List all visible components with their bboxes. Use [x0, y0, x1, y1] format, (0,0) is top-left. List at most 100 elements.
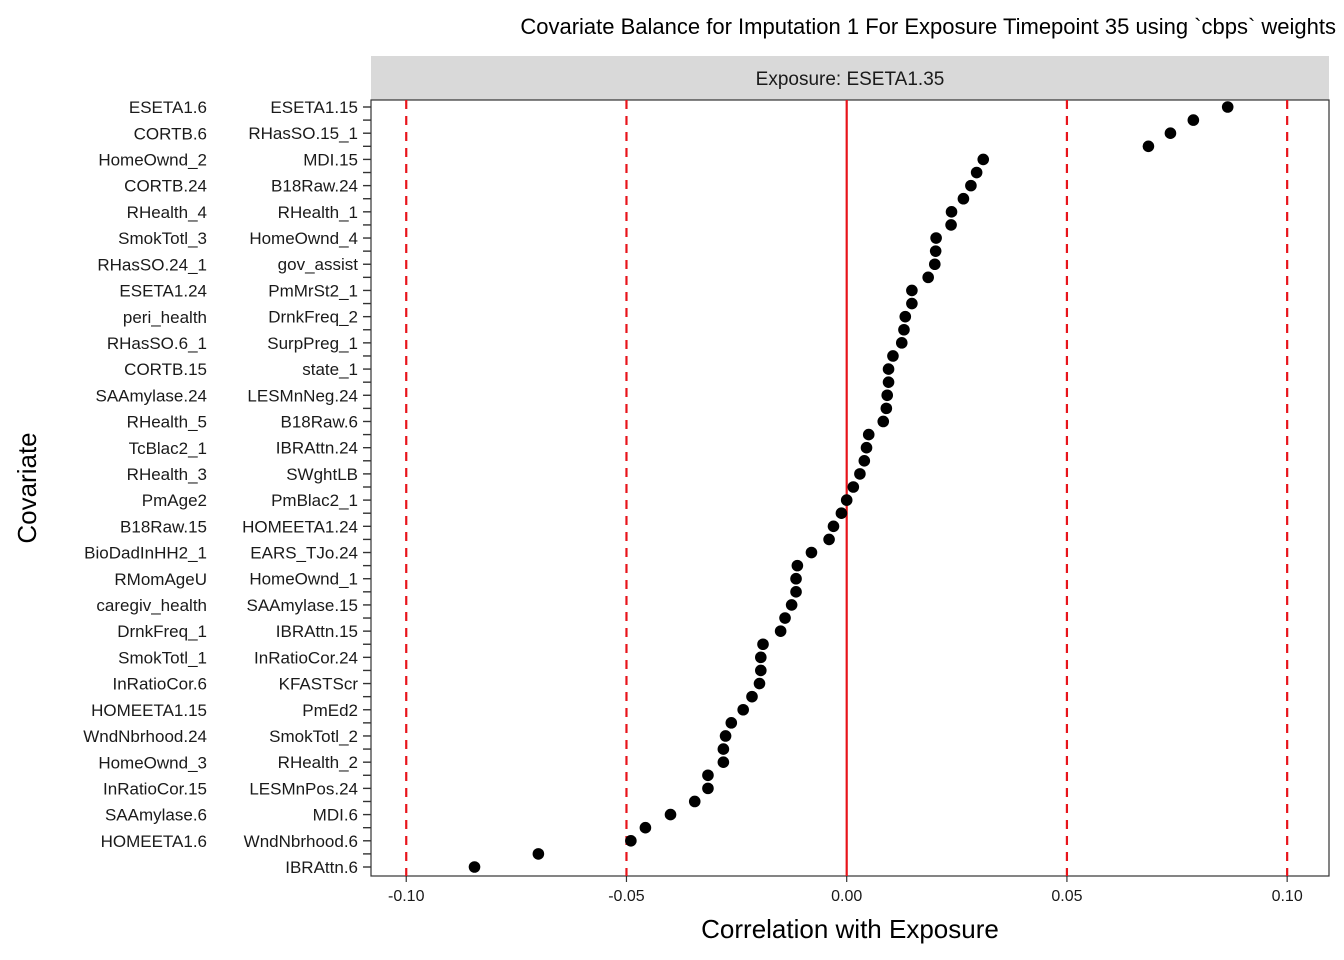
data-point [779, 612, 791, 624]
y-tick-label: B18Raw.24 [271, 177, 358, 196]
data-point [791, 559, 804, 572]
data-point [877, 415, 890, 428]
y-tick-label: HomeOwnd_1 [249, 570, 358, 589]
data-point [717, 743, 730, 755]
data-point [625, 834, 637, 847]
y-tick-label: PmBlac2_1 [271, 491, 358, 510]
x-tick-label: 0.05 [1051, 888, 1082, 905]
data-point [532, 848, 545, 860]
y-tick-label: CORTB.6 [134, 124, 207, 143]
data-point [746, 690, 758, 703]
data-point [930, 232, 942, 244]
facet-strip [371, 56, 1329, 100]
y-tick-label: LESMnPos.24 [249, 779, 358, 798]
y-tick-label: InRatioCor.24 [254, 648, 358, 667]
data-point [1221, 101, 1234, 113]
y-tick-label: SmokTotl_3 [118, 229, 207, 248]
data-point [970, 166, 983, 179]
y-tick-label: PmEd2 [302, 701, 358, 720]
y-tick-label: WndNbrhood.24 [83, 727, 207, 746]
y-tick-label: MDI.6 [313, 806, 358, 825]
data-point [702, 769, 714, 782]
data-point [906, 297, 918, 310]
y-tick-label: state_1 [302, 360, 358, 379]
y-tick-label: HomeOwnd_3 [98, 753, 207, 772]
data-point [1187, 114, 1200, 126]
x-tick-label: 0.10 [1272, 888, 1303, 905]
data-point [823, 533, 835, 546]
plot-panel-border [370, 99, 1330, 877]
y-tick-label: RHealth_5 [127, 413, 207, 432]
y-tick-label: KFASTScr [279, 675, 359, 694]
y-tick-label: CORTB.15 [124, 360, 207, 379]
data-point [827, 520, 840, 533]
data-point [928, 258, 941, 271]
y-tick-label: EARS_TJo.24 [250, 544, 358, 563]
data-point [785, 599, 798, 611]
y-tick-label: DrnkFreq_2 [268, 308, 358, 327]
y-tick-label: SAAmylase.24 [96, 386, 208, 405]
y-tick-label: IBRAttn.15 [276, 622, 358, 641]
data-point [790, 586, 802, 598]
data-point [860, 441, 873, 454]
y-tick-label: RHealth_1 [278, 203, 358, 222]
x-tick-label: -0.10 [388, 888, 425, 905]
data-point [639, 821, 652, 834]
y-tick-label: PmMrSt2_1 [268, 281, 358, 300]
y-tick-label: HOMEETA1.6 [101, 832, 207, 851]
data-point [757, 638, 769, 651]
y-tick-label: RMomAgeU [114, 570, 207, 589]
y-tick-label: BioDadInHH2_1 [84, 544, 207, 563]
data-point [882, 363, 895, 375]
data-point [881, 389, 894, 402]
y-tick-label: RHasSO.6_1 [107, 334, 207, 353]
y-tick-label: RHealth_3 [127, 465, 207, 484]
y-tick-label: PmAge2 [142, 491, 207, 510]
data-point [895, 337, 908, 349]
y-axis-title: Covariate [12, 432, 42, 543]
data-point [880, 402, 893, 415]
facet-label: Exposure: ESETA1.35 [756, 69, 945, 90]
data-point [862, 428, 875, 441]
y-tick-label: LESMnNeg.24 [247, 386, 358, 405]
x-tick-label: -0.05 [608, 888, 645, 905]
data-point [906, 284, 918, 297]
data-point [774, 625, 787, 637]
data-point [805, 546, 818, 559]
y-tick-label: HOMEETA1.24 [242, 517, 358, 536]
data-point [945, 219, 957, 231]
y-tick-label: ESETA1.6 [129, 98, 207, 117]
data-point [898, 323, 910, 336]
data-point [854, 468, 866, 480]
data-point [719, 730, 732, 742]
y-tick-label: InRatioCor.6 [113, 675, 208, 694]
data-point [717, 756, 730, 768]
chart-title: Covariate Balance for Imputation 1 For E… [520, 14, 1336, 39]
y-tick-label: B18Raw.15 [120, 517, 207, 536]
y-tick-label: MDI.15 [303, 150, 358, 169]
data-point [977, 153, 990, 166]
y-tick-label: B18Raw.6 [281, 412, 359, 431]
x-tick-label: 0.00 [831, 888, 862, 905]
data-point [737, 703, 749, 716]
data-point [899, 310, 912, 323]
data-point [840, 494, 853, 506]
data-point [755, 664, 767, 677]
y-tick-label: InRatioCor.15 [103, 779, 207, 798]
y-tick-label: ESETA1.15 [270, 98, 358, 117]
data-point [882, 376, 895, 388]
data-point [688, 795, 701, 808]
data-point [965, 179, 977, 192]
data-point [922, 271, 934, 284]
y-tick-label: IBRAttn.6 [285, 858, 358, 877]
y-tick-label: RHealth_4 [127, 203, 207, 222]
y-tick-label: WndNbrhood.6 [244, 832, 358, 851]
y-tick-label: HOMEETA1.15 [91, 701, 207, 720]
data-point [725, 717, 738, 729]
data-point [945, 206, 958, 218]
data-point [468, 861, 481, 873]
data-point [753, 677, 766, 690]
y-tick-label: SAAmylase.15 [247, 596, 359, 615]
y-tick-label: CORTB.24 [124, 177, 207, 196]
data-point [755, 651, 767, 664]
